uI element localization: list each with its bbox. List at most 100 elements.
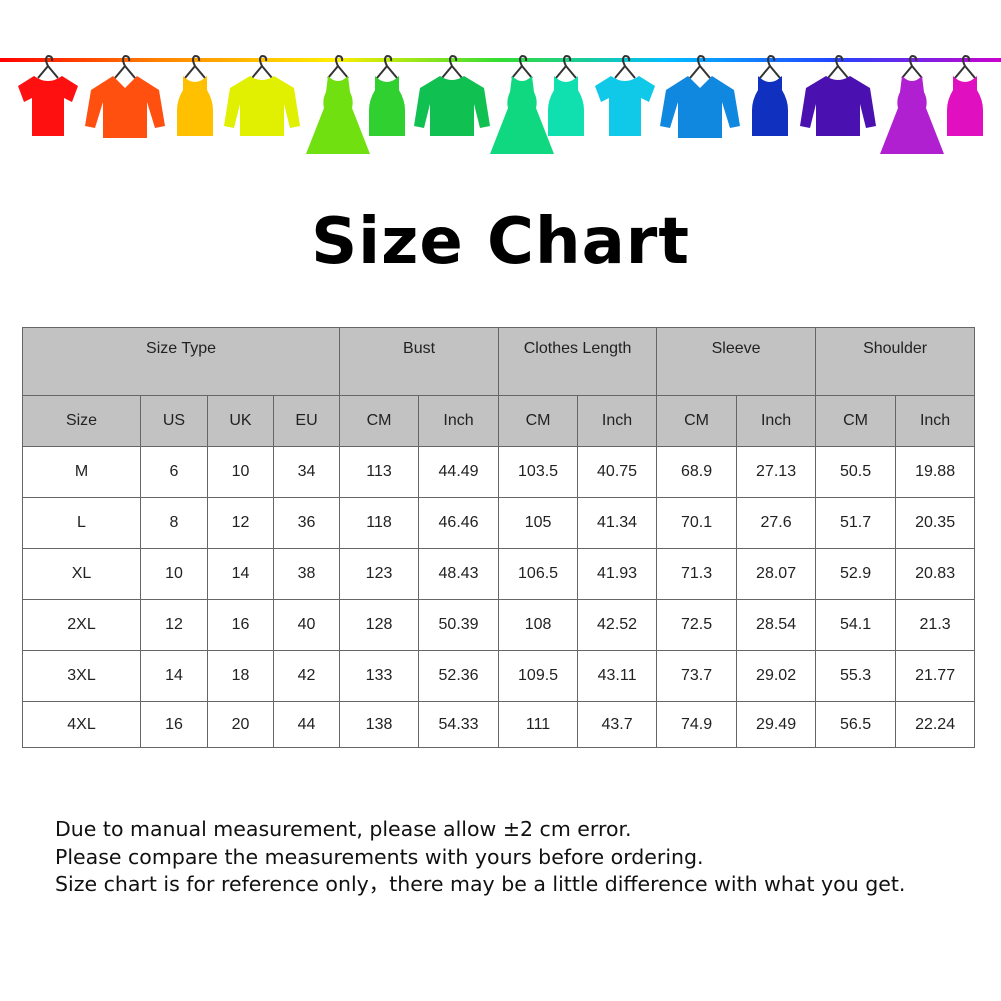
table-cell: 113 [339, 446, 420, 498]
note-line: Please compare the measurements with you… [55, 844, 704, 869]
hanger-icon [511, 54, 533, 79]
column-header: CM [815, 395, 897, 447]
table-cell: 38 [272, 548, 341, 600]
table-cell: 27.6 [736, 497, 817, 549]
tank-top-icon [177, 54, 213, 136]
table-cell: 106.5 [498, 548, 579, 600]
group-header: Clothes Length [498, 327, 658, 396]
table-cell: 12 [140, 599, 208, 651]
column-header: Inch [418, 395, 500, 447]
table-cell: 27.13 [736, 446, 817, 498]
table-cell: 22.24 [895, 701, 976, 748]
hanger-icon [901, 54, 923, 79]
table-cell: 51.7 [815, 497, 897, 549]
group-header: Size Type [21, 327, 341, 396]
table-cell: 16 [140, 701, 208, 748]
table-cell: 105 [498, 497, 579, 549]
garment-shape [369, 76, 405, 136]
table-cell: 29.49 [736, 701, 817, 748]
column-header: Size [22, 395, 141, 447]
table-cell: 108 [498, 599, 579, 651]
table-cell: 20 [207, 701, 274, 748]
hanger-icon [555, 54, 577, 79]
table-cell: 48.43 [418, 548, 500, 600]
shirt-icon [85, 54, 165, 138]
hanger-icon [759, 54, 781, 79]
group-header-row: Size Type Bust Clothes Length Sleeve Shoulde… [21, 327, 976, 396]
table-cell: 72.5 [656, 599, 738, 651]
table-row: XL 10 14 38 123 48.43 106.5 41.93 71.3 28.07 52.9 2… [22, 548, 976, 600]
table-cell: 12 [207, 497, 274, 549]
sweater-icon [414, 54, 490, 136]
tshirt-icon [595, 54, 655, 136]
table-cell: 29.02 [736, 650, 817, 702]
dress-icon [306, 54, 370, 154]
hanger-icon [827, 54, 849, 79]
table-cell: 103.5 [498, 446, 579, 498]
hanger-icon [441, 54, 463, 79]
sweater-icon [800, 54, 876, 136]
clothesline [0, 58, 1001, 62]
table-cell: 14 [207, 548, 274, 600]
dress-icon [490, 54, 554, 154]
garment-shape [306, 76, 370, 154]
group-header: Shoulder [815, 327, 976, 396]
hanger-icon [251, 54, 273, 79]
table-cell: 52.9 [815, 548, 897, 600]
table-cell: 43.11 [577, 650, 658, 702]
table-cell: 70.1 [656, 497, 738, 549]
table-cell: 6 [140, 446, 208, 498]
table-cell: 21.3 [895, 599, 976, 651]
table-cell: 10 [140, 548, 208, 600]
table-cell: 41.93 [577, 548, 658, 600]
garment-shape [660, 76, 740, 138]
table-cell: 54.33 [418, 701, 500, 748]
column-header: CM [339, 395, 420, 447]
table-cell: L [22, 497, 141, 549]
column-header: Inch [577, 395, 658, 447]
hanger-icon [954, 54, 976, 79]
hanger-icon [184, 54, 206, 79]
table-cell: M [22, 446, 141, 498]
column-header: EU [272, 395, 341, 447]
table-cell: 20.35 [895, 497, 976, 549]
table-cell: 44.49 [418, 446, 500, 498]
table-cell: 10 [207, 446, 274, 498]
table-cell: 3XL [22, 650, 141, 702]
dress-icon [880, 54, 944, 154]
table-cell: 16 [207, 599, 274, 651]
clothesline-banner [0, 54, 1001, 154]
column-header: Inch [736, 395, 817, 447]
group-header: Bust [339, 327, 500, 396]
table-cell: 74.9 [656, 701, 738, 748]
tank-top-icon [752, 54, 788, 136]
garment-shape [177, 76, 213, 136]
garment-shape [880, 76, 944, 154]
tank-top-icon [947, 54, 983, 136]
table-cell: 123 [339, 548, 420, 600]
table-cell: 2XL [22, 599, 141, 651]
table-row: 2XL 12 16 40 128 50.39 108 42.52 72.5 28.54 54.1 21… [22, 599, 976, 651]
column-header: CM [656, 395, 738, 447]
group-header: Sleeve [656, 327, 817, 396]
table-row: 3XL 14 18 42 133 52.36 109.5 43.11 73.7 29.02 55.3… [22, 650, 976, 702]
hanger-icon [614, 54, 636, 79]
column-header: Inch [895, 395, 976, 447]
garment-shape [414, 76, 490, 136]
table-cell: 21.77 [895, 650, 976, 702]
tank-top-icon [369, 54, 405, 136]
table-cell: 40 [272, 599, 341, 651]
table-row: M 6 10 34 113 44.49 103.5 40.75 68.9 27.13 50.5 19.… [22, 446, 976, 498]
garment-shape [490, 76, 554, 154]
table-cell: 14 [140, 650, 208, 702]
table-cell: 42 [272, 650, 341, 702]
column-header: UK [207, 395, 274, 447]
table-cell: 8 [140, 497, 208, 549]
table-cell: 128 [339, 599, 420, 651]
sweater-icon [224, 54, 300, 136]
table-cell: 20.83 [895, 548, 976, 600]
table-cell: 118 [339, 497, 420, 549]
table-cell: 41.34 [577, 497, 658, 549]
table-row: 4XL 16 20 44 138 54.33 111 43.7 74.9 29.49 56.5 22.… [22, 701, 976, 748]
tshirt-icon [18, 54, 78, 136]
